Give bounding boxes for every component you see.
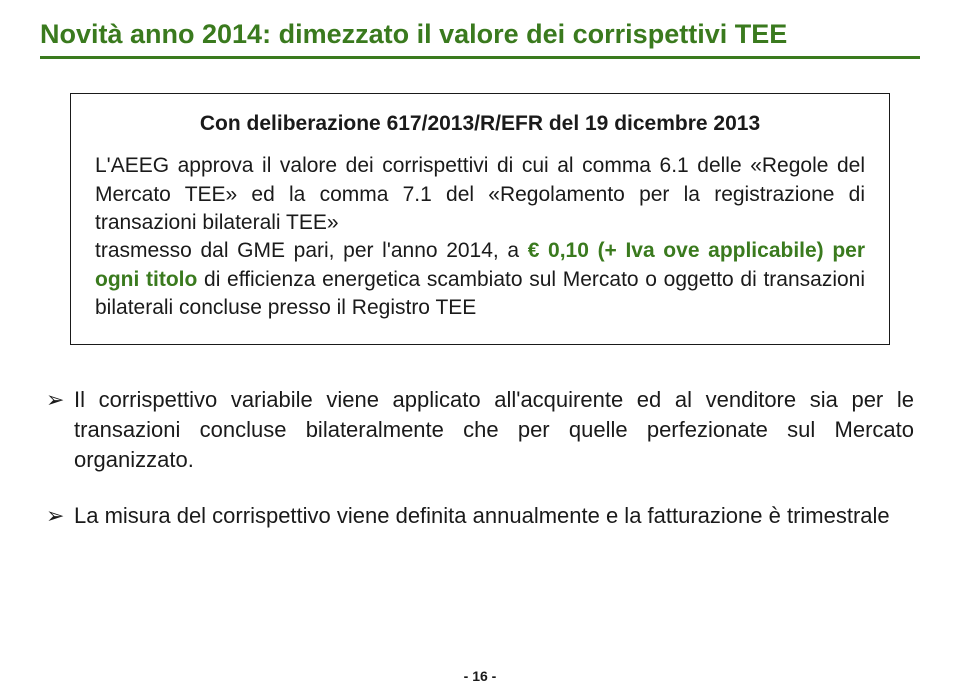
page-number: - 16 - <box>0 668 960 684</box>
content-area: ➢ Il corrispettivo variabile viene appli… <box>40 385 920 530</box>
deliberation-box: Con deliberazione 617/2013/R/EFR del 19 … <box>70 93 890 345</box>
box-body-post: di efficienza energetica scambiato sul M… <box>95 268 865 319</box>
chevron-right-icon: ➢ <box>46 501 74 531</box>
bullet-item: ➢ Il corrispettivo variabile viene appli… <box>46 385 914 474</box>
box-body-mid: trasmesso dal GME pari, per l'anno 2014,… <box>95 239 528 262</box>
title-underline <box>40 56 920 59</box>
box-body-pre: L'AEEG approva il valore dei corrispetti… <box>95 154 865 234</box>
box-heading: Con deliberazione 617/2013/R/EFR del 19 … <box>95 112 865 136</box>
chevron-right-icon: ➢ <box>46 385 74 474</box>
bullet-text: La misura del corrispettivo viene defini… <box>74 501 914 531</box>
slide-title: Novità anno 2014: dimezzato il valore de… <box>40 18 920 50</box>
bullet-text: Il corrispettivo variabile viene applica… <box>74 385 914 474</box>
box-body: L'AEEG approva il valore dei corrispetti… <box>95 152 865 322</box>
slide: Novità anno 2014: dimezzato il valore de… <box>0 0 960 696</box>
bullet-item: ➢ La misura del corrispettivo viene defi… <box>46 501 914 531</box>
